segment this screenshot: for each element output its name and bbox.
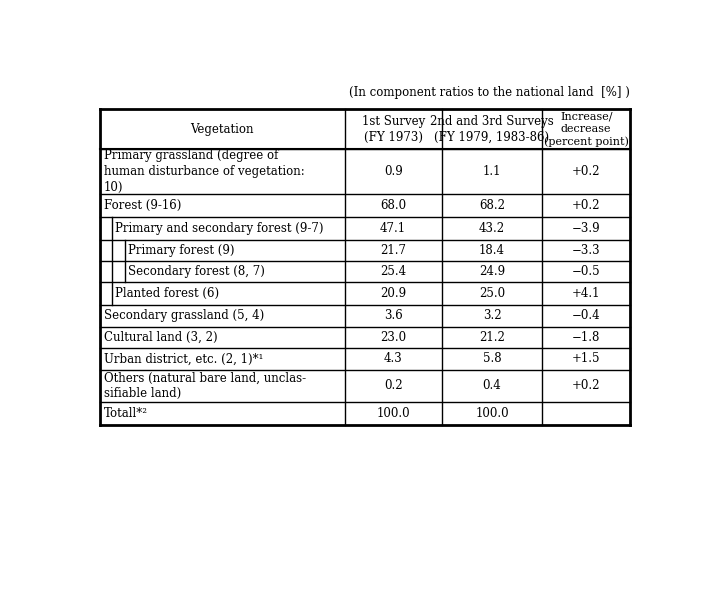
Text: 25.4: 25.4 — [380, 265, 407, 278]
Text: Vegetation: Vegetation — [191, 123, 254, 136]
Text: Urban district, etc. (2, 1)*¹: Urban district, etc. (2, 1)*¹ — [104, 352, 263, 365]
Text: (In component ratios to the national land  [%] ): (In component ratios to the national lan… — [349, 86, 630, 98]
Text: 21.7: 21.7 — [380, 244, 406, 257]
Text: −1.8: −1.8 — [572, 331, 600, 344]
Text: 1.1: 1.1 — [483, 165, 501, 178]
Text: Totall*²: Totall*² — [104, 407, 147, 420]
Text: −3.9: −3.9 — [572, 222, 600, 236]
Text: 20.9: 20.9 — [380, 287, 407, 300]
Text: 0.4: 0.4 — [483, 379, 501, 393]
Text: Cultural land (3, 2): Cultural land (3, 2) — [104, 331, 217, 344]
Text: +0.2: +0.2 — [572, 199, 600, 212]
Text: 25.0: 25.0 — [479, 287, 505, 300]
Text: Increase/
decrease
(percent point): Increase/ decrease (percent point) — [544, 112, 629, 147]
Text: 21.2: 21.2 — [479, 331, 505, 344]
Text: Primary forest (9): Primary forest (9) — [127, 244, 234, 257]
Text: −0.5: −0.5 — [572, 265, 600, 278]
Text: Planted forest (6): Planted forest (6) — [115, 287, 219, 300]
Text: −3.3: −3.3 — [572, 244, 600, 257]
Text: 3.6: 3.6 — [384, 309, 402, 323]
Text: 2nd and 3rd Surveys
(FY 1979, 1983-86): 2nd and 3rd Surveys (FY 1979, 1983-86) — [430, 115, 554, 144]
Text: Others (natural bare land, unclas-
sifiable land): Others (natural bare land, unclas- sifia… — [104, 371, 306, 400]
Text: Secondary grassland (5, 4): Secondary grassland (5, 4) — [104, 309, 264, 323]
Text: 47.1: 47.1 — [380, 222, 407, 236]
Text: 5.8: 5.8 — [483, 352, 501, 365]
Text: 68.2: 68.2 — [479, 199, 505, 212]
Text: Primary grassland (degree of
human disturbance of vegetation:
10): Primary grassland (degree of human distu… — [104, 149, 305, 194]
Text: 4.3: 4.3 — [384, 352, 402, 365]
Text: 0.9: 0.9 — [384, 165, 402, 178]
Text: 24.9: 24.9 — [479, 265, 505, 278]
Text: 3.2: 3.2 — [483, 309, 501, 323]
Text: 0.2: 0.2 — [384, 379, 402, 393]
Text: Forest (9-16): Forest (9-16) — [104, 199, 181, 212]
Text: +0.2: +0.2 — [572, 165, 600, 178]
Text: 100.0: 100.0 — [475, 407, 509, 420]
Text: Secondary forest (8, 7): Secondary forest (8, 7) — [127, 265, 265, 278]
Text: 23.0: 23.0 — [380, 331, 407, 344]
Text: +4.1: +4.1 — [572, 287, 600, 300]
Text: Primary and secondary forest (9-7): Primary and secondary forest (9-7) — [115, 222, 324, 236]
Text: −0.4: −0.4 — [572, 309, 600, 323]
Text: 100.0: 100.0 — [377, 407, 410, 420]
Text: 18.4: 18.4 — [479, 244, 505, 257]
Text: 68.0: 68.0 — [380, 199, 407, 212]
Text: 1st Survey
(FY 1973): 1st Survey (FY 1973) — [362, 115, 425, 144]
Text: 43.2: 43.2 — [479, 222, 505, 236]
Text: +0.2: +0.2 — [572, 379, 600, 393]
Text: +1.5: +1.5 — [572, 352, 600, 365]
